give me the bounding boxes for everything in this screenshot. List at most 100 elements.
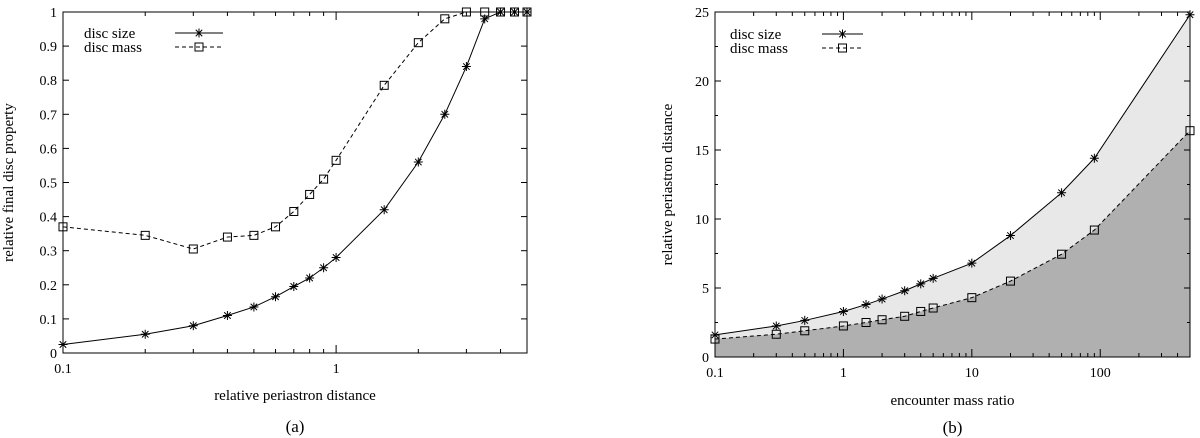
data-point-disc-mass bbox=[188, 244, 198, 254]
data-point-disc-size bbox=[861, 300, 871, 310]
data-point-disc-mass bbox=[800, 326, 810, 336]
data-point-disc-mass bbox=[838, 321, 848, 331]
y-tick-label: 0.8 bbox=[40, 74, 58, 89]
data-point-disc-mass bbox=[249, 230, 259, 240]
y-axis-label: relative periastron distance bbox=[660, 103, 676, 265]
y-tick-label: 0.7 bbox=[40, 108, 58, 123]
data-point-disc-size bbox=[289, 282, 299, 292]
data-point-disc-mass bbox=[967, 293, 977, 303]
data-point-disc-mass bbox=[379, 80, 389, 90]
data-point-disc-size bbox=[271, 292, 281, 302]
y-tick-label: 20 bbox=[695, 75, 709, 90]
data-point-disc-size bbox=[461, 62, 471, 72]
y-tick-label: 0 bbox=[702, 351, 709, 366]
data-point-disc-mass bbox=[1089, 225, 1099, 235]
data-point-disc-size bbox=[1005, 231, 1015, 241]
y-tick-label: 0.6 bbox=[40, 142, 58, 157]
x-tick-label: 0.1 bbox=[54, 362, 72, 377]
x-tick-label: 1 bbox=[840, 366, 847, 381]
data-point-disc-size bbox=[319, 263, 329, 273]
data-point-disc-size bbox=[222, 310, 232, 320]
y-axis-label: relative final disc property bbox=[1, 103, 17, 262]
y-tick-label: 1 bbox=[50, 6, 57, 21]
x-axis-label: relative periastron distance bbox=[214, 388, 376, 404]
data-point-disc-size bbox=[1057, 188, 1067, 198]
data-point-disc-mass bbox=[271, 222, 281, 232]
legend-marker-disc-size bbox=[194, 28, 204, 38]
y-tick-label: 0.5 bbox=[40, 177, 58, 192]
data-point-disc-size bbox=[249, 302, 259, 312]
y-tick-label: 0.4 bbox=[40, 211, 58, 226]
x-axis-label: encounter mass ratio bbox=[890, 393, 1014, 409]
data-point-disc-size bbox=[522, 7, 532, 17]
legend-marker-disc-size bbox=[838, 29, 847, 39]
data-point-disc-size bbox=[480, 14, 490, 24]
data-point-disc-mass bbox=[916, 306, 926, 316]
series-line-disc-size bbox=[714, 14, 1191, 336]
y-tick-label: 15 bbox=[695, 144, 709, 159]
y-tick-label: 5 bbox=[702, 282, 709, 297]
data-point-disc-size bbox=[1185, 10, 1195, 20]
legend-marker-disc-mass bbox=[194, 42, 204, 52]
data-point-disc-mass bbox=[58, 222, 68, 232]
data-point-disc-mass bbox=[1057, 249, 1067, 259]
y-tick-label: 0.3 bbox=[40, 245, 58, 260]
data-point-disc-mass bbox=[1005, 276, 1015, 286]
data-point-disc-mass bbox=[877, 315, 887, 325]
data-point-disc-size bbox=[928, 273, 938, 283]
y-tick-label: 10 bbox=[695, 213, 709, 228]
y-tick-label: 0.1 bbox=[40, 313, 58, 328]
data-point-disc-mass bbox=[710, 334, 720, 344]
data-point-disc-size bbox=[440, 109, 450, 119]
series-line-disc-mass bbox=[714, 130, 1191, 340]
data-point-disc-size bbox=[916, 279, 926, 289]
data-point-disc-size bbox=[838, 306, 848, 316]
x-tick-label: 100 bbox=[1090, 366, 1111, 381]
y-tick-label: 0 bbox=[50, 347, 57, 362]
data-point-disc-size bbox=[379, 205, 389, 215]
data-point-disc-size bbox=[305, 273, 315, 283]
data-point-disc-mass bbox=[522, 7, 532, 17]
data-point-disc-mass bbox=[480, 7, 490, 17]
data-point-disc-size bbox=[967, 258, 977, 268]
data-point-disc-mass bbox=[289, 206, 299, 216]
data-point-disc-size bbox=[510, 7, 520, 17]
data-point-disc-mass bbox=[861, 318, 871, 327]
data-point-disc-size bbox=[900, 286, 910, 296]
area-below-disc-mass bbox=[715, 130, 1190, 357]
x-tick-label: 10 bbox=[965, 366, 979, 381]
legend-label-disc-size: disc size bbox=[84, 26, 136, 42]
data-point-disc-mass bbox=[222, 232, 232, 242]
legend-marker-disc-mass bbox=[838, 43, 847, 53]
data-point-disc-mass bbox=[496, 7, 506, 17]
data-point-disc-size bbox=[331, 253, 341, 263]
data-point-disc-size bbox=[140, 329, 150, 339]
y-tick-label: 25 bbox=[695, 6, 709, 21]
data-point-disc-mass bbox=[319, 174, 329, 184]
data-point-disc-mass bbox=[140, 230, 150, 240]
data-point-disc-mass bbox=[771, 329, 781, 339]
data-point-disc-size bbox=[58, 339, 68, 349]
legend-label-disc-mass: disc mass bbox=[84, 40, 142, 56]
panel-label: (a) bbox=[286, 417, 305, 436]
data-point-disc-size bbox=[771, 321, 781, 331]
data-point-disc-size bbox=[800, 315, 810, 325]
data-point-disc-size bbox=[496, 7, 506, 17]
data-point-disc-size bbox=[413, 157, 423, 167]
series-line-disc-size bbox=[62, 11, 527, 345]
data-point-disc-mass bbox=[305, 189, 315, 199]
x-tick-label: 1 bbox=[333, 362, 340, 377]
plot-frame bbox=[62, 11, 528, 354]
y-tick-label: 0.2 bbox=[40, 279, 58, 294]
data-point-disc-mass bbox=[900, 311, 910, 321]
panel-label: (b) bbox=[943, 418, 963, 437]
data-point-disc-mass bbox=[461, 7, 471, 17]
data-point-disc-mass bbox=[440, 14, 450, 24]
data-point-disc-mass bbox=[928, 303, 938, 313]
data-point-disc-mass bbox=[510, 7, 520, 17]
legend-label-disc-mass: disc mass bbox=[730, 41, 788, 57]
series-line-disc-mass bbox=[62, 11, 527, 250]
data-point-disc-size bbox=[877, 294, 887, 304]
